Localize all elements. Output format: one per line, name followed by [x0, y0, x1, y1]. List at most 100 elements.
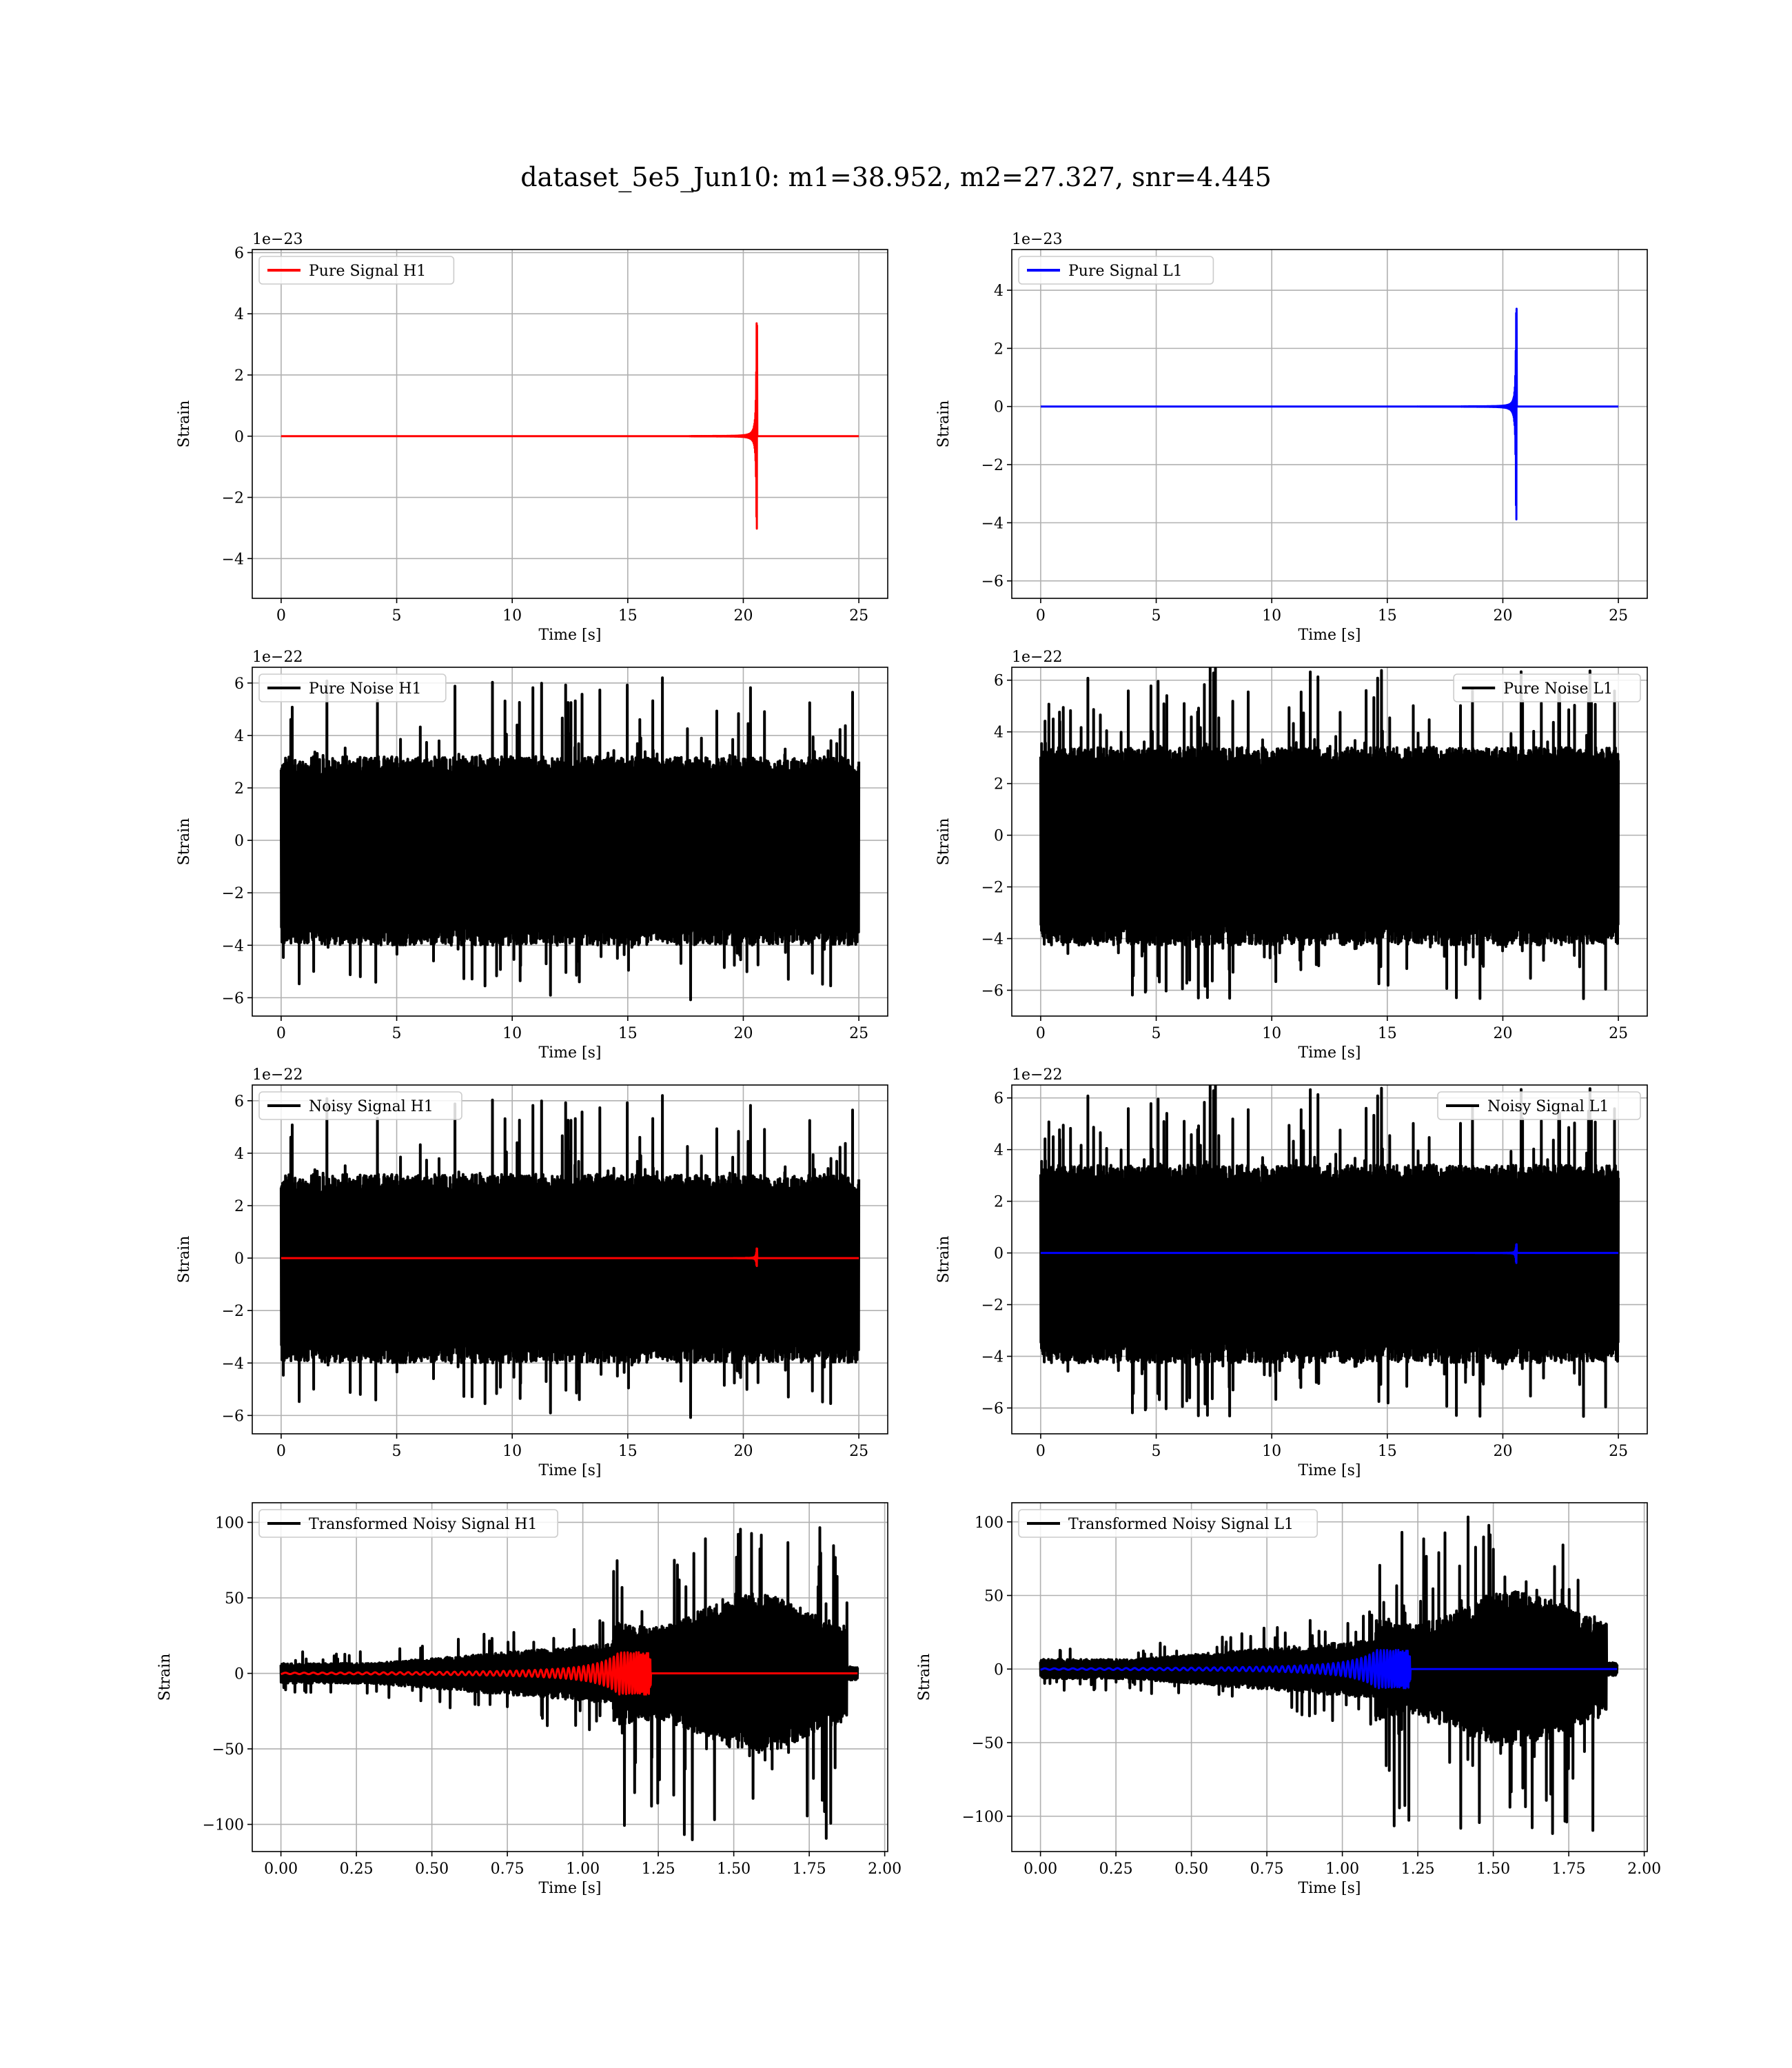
legend-label: Noisy Signal H1: [309, 1098, 434, 1115]
y-axis-label: Strain: [176, 401, 193, 448]
legend: Transformed Noisy Signal L1: [1018, 1509, 1318, 1538]
y-axis-label: Strain: [935, 401, 953, 448]
axes-frame: [252, 1084, 888, 1435]
y-tick-label: −4: [222, 937, 244, 955]
subplot-p5: 0 5 10 15 20 25 −6 −4 −2 0 2 4 6 Time [s] Strain 1e−22 N…: [935, 1066, 1648, 1479]
x-tick-label: 15: [618, 1025, 638, 1042]
x-tick-label: 0: [276, 1443, 286, 1460]
series-group: [1039, 1085, 1620, 1418]
series-line-transformed-noisy-signal-l1: [1039, 1515, 1619, 1835]
y-tick-label: 100: [975, 1514, 1004, 1532]
y-tick-label: −6: [222, 990, 244, 1007]
y-tick-label: 2: [234, 1198, 244, 1215]
y-tick-label: 4: [994, 724, 1004, 742]
x-tick-label: 2.00: [1627, 1861, 1661, 1878]
y-tick-label: 0: [234, 1250, 244, 1268]
legend-box: [1453, 673, 1641, 702]
legend-box: [258, 1509, 559, 1538]
legend: Transformed Noisy Signal H1: [258, 1509, 559, 1538]
x-tick-label: 5: [392, 1443, 402, 1460]
x-tick-label: 0.25: [340, 1861, 374, 1878]
series-line-overlay-1: [280, 1247, 860, 1268]
y-tick-label: 2: [994, 1194, 1004, 1211]
y-tick-label: −4: [981, 931, 1004, 949]
y-tick-label: −4: [222, 1355, 244, 1372]
x-tick-label: 25: [849, 607, 868, 625]
y-tick-label: 0: [234, 833, 244, 850]
series-line-overlay-1: [1039, 1649, 1618, 1690]
x-tick-label: 20: [733, 1443, 753, 1460]
y-tick-label: −2: [981, 457, 1004, 474]
series-group: [1039, 1515, 1619, 1835]
series-line-noisy-signal-l1: [1039, 1085, 1620, 1418]
series-line-pure-noise-l1: [1039, 667, 1620, 1000]
legend: Pure Signal H1: [258, 256, 455, 285]
x-tick-label: 15: [1378, 607, 1397, 625]
x-axis-label: Time [s]: [1298, 1044, 1361, 1062]
x-tick-label: 1.00: [1325, 1861, 1359, 1878]
x-tick-label: 1.75: [1552, 1861, 1586, 1878]
x-tick-label: 15: [1378, 1025, 1397, 1042]
x-tick-label: 0.25: [1099, 1861, 1133, 1878]
series-line-pure-signal-l1: [1039, 307, 1620, 520]
x-axis-label: Time [s]: [538, 1880, 601, 1897]
x-tick-label: 15: [1378, 1443, 1397, 1460]
series-group: [279, 1094, 861, 1419]
y-tick-label: −2: [222, 1303, 244, 1320]
y-tick-label: 0: [234, 429, 244, 446]
x-tick-label: 0: [1036, 1443, 1046, 1460]
series-line-overlay-1: [1039, 1243, 1620, 1264]
x-axis-label: Time [s]: [538, 627, 601, 644]
y-tick-label: 6: [234, 1093, 244, 1111]
series-line-noisy-signal-h1: [279, 1094, 861, 1419]
series-line-pure-signal-h1: [280, 322, 860, 530]
y-tick-label: −50: [212, 1741, 244, 1758]
legend-label: Pure Signal H1: [309, 263, 426, 280]
x-tick-label: 10: [1262, 607, 1281, 625]
series-line-pure-noise-h1: [279, 676, 861, 1002]
x-tick-label: 1.75: [793, 1861, 826, 1878]
y-tick-label: −100: [962, 1809, 1004, 1826]
x-tick-label: 1.25: [1401, 1861, 1435, 1878]
legend-label: Transformed Noisy Signal L1: [1068, 1516, 1294, 1533]
y-offset-text: 1e−22: [252, 1066, 303, 1084]
y-tick-label: 2: [234, 367, 244, 385]
y-tick-label: −6: [981, 1401, 1004, 1418]
y-tick-label: −2: [222, 885, 244, 902]
x-tick-label: 20: [1493, 1025, 1512, 1042]
y-tick-label: −50: [972, 1735, 1004, 1752]
x-tick-label: 2.00: [868, 1861, 902, 1878]
y-tick-label: 6: [994, 673, 1004, 690]
x-tick-label: 0: [276, 607, 286, 625]
x-tick-label: 0: [1036, 1025, 1046, 1042]
x-tick-label: 10: [1262, 1025, 1281, 1042]
series-group: [279, 1526, 859, 1841]
x-tick-label: 0.50: [415, 1861, 449, 1878]
axes-frame: [252, 1502, 888, 1852]
subplot-p7: 0.00 0.25 0.50 0.75 1.00 1.25 1.50 1.75 2.00 −100…: [916, 1502, 1661, 1897]
x-tick-label: 5: [392, 607, 402, 625]
y-tick-label: −2: [981, 880, 1004, 897]
x-axis-label: Time [s]: [538, 1462, 601, 1479]
y-offset-text: 1e−22: [252, 649, 303, 666]
axes-frame: [1011, 1502, 1648, 1852]
x-tick-label: 5: [1152, 1443, 1161, 1460]
y-tick-label: 0: [994, 828, 1004, 845]
y-tick-label: −2: [222, 490, 244, 507]
y-offset-text: 1e−23: [252, 231, 303, 248]
y-tick-label: 0: [994, 1661, 1004, 1679]
y-axis-label: Strain: [176, 818, 193, 866]
series-group: [1039, 307, 1620, 520]
x-tick-label: 0: [1036, 607, 1046, 625]
series-line-overlay-1: [280, 1651, 859, 1696]
x-tick-label: 20: [733, 1025, 753, 1042]
subplot-p1: 0 5 10 15 20 25 −6 −4 −2 0 2 4 Time [s] Strain 1e−23 Pu…: [935, 231, 1648, 644]
x-tick-label: 0.00: [1024, 1861, 1057, 1878]
legend-label: Pure Signal L1: [1068, 263, 1183, 280]
y-tick-label: 6: [994, 1091, 1004, 1108]
y-tick-label: 4: [994, 1142, 1004, 1159]
x-tick-label: 0.00: [264, 1861, 298, 1878]
x-tick-label: 1.25: [642, 1861, 675, 1878]
x-tick-label: 10: [502, 1443, 522, 1460]
